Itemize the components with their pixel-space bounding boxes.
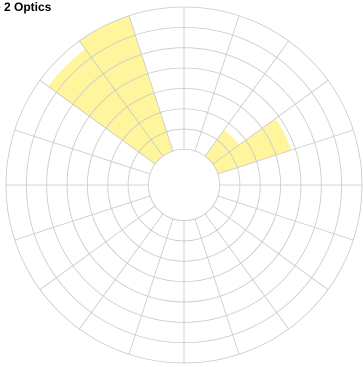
- grid-spoke-14: [217, 129, 354, 175]
- grid-spoke-4: [14, 195, 151, 241]
- grid-spoke-9: [128, 15, 174, 152]
- grid-spoke-6: [14, 129, 151, 175]
- grid-ring-0: [147, 148, 220, 221]
- grid-spoke-19: [194, 218, 240, 355]
- chart-title: e 2 Optics: [0, 0, 52, 14]
- radial-bar-0-12: [204, 129, 240, 165]
- grid-spoke-18: [204, 213, 289, 330]
- radial-bars: [48, 15, 292, 174]
- radial-bar-0-8: [79, 15, 173, 157]
- grid-spoke-2: [79, 213, 164, 330]
- grid-spoke-3: [39, 205, 156, 290]
- grid-spoke-12: [204, 40, 289, 157]
- grid-spoke-17: [212, 205, 329, 290]
- grid-spoke-1: [128, 218, 174, 355]
- grid-spoke-7: [39, 80, 156, 165]
- grid-spoke-8: [79, 40, 164, 157]
- radial-bar-0-13: [212, 118, 292, 174]
- grid-spoke-16: [217, 195, 354, 241]
- grid-spoke-11: [194, 15, 240, 152]
- radial-grid: [5, 6, 363, 364]
- grid-spoke-13: [212, 80, 329, 165]
- radial-bar-0-7: [48, 49, 164, 165]
